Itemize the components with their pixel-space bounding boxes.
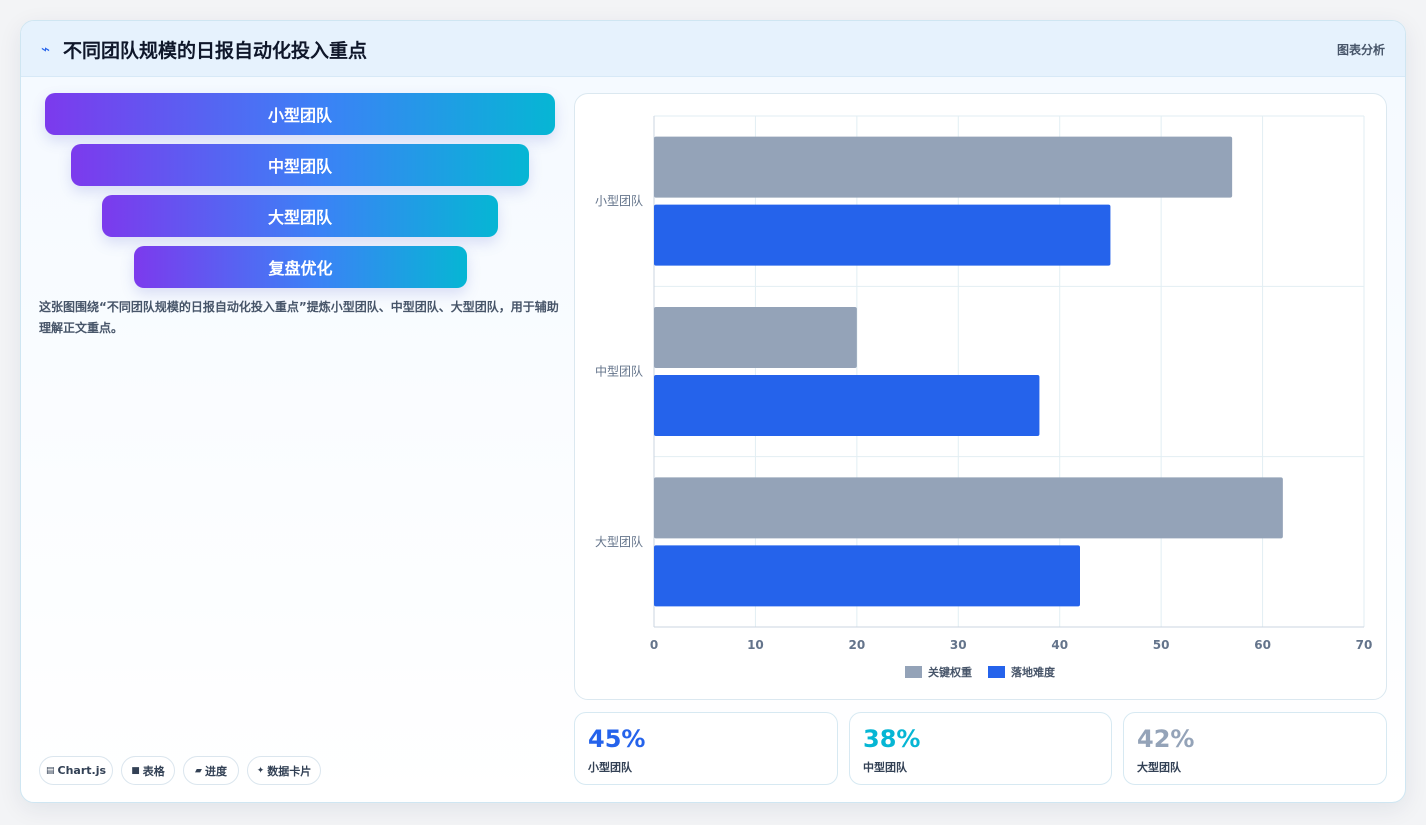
- legend-swatch: [988, 666, 1005, 678]
- chip-label: 数据卡片: [267, 764, 312, 778]
- stat-value: 42%: [1137, 725, 1195, 753]
- funnel-step-large-team[interactable]: 大型团队: [102, 195, 498, 237]
- y-tick-label: 小型团队: [595, 193, 643, 208]
- x-tick-label: 60: [1254, 638, 1271, 652]
- chart-analysis-tag: 图表分析: [1336, 43, 1385, 57]
- chart-panel: 小型团队中型团队大型团队 0 10 20 30 40 50 60 70 关键权重 落地难度: [574, 93, 1387, 700]
- legend-swatch: [905, 666, 922, 678]
- chart-icon: ▤: [45, 765, 55, 776]
- card-header: ⌁ 不同团队规模的日报自动化投入重点 图表分析: [21, 21, 1405, 77]
- bar-difficulty-2: [654, 545, 1080, 607]
- dashboard-card: ⌁ 不同团队规模的日报自动化投入重点 图表分析 小型团队 中型团队 大型团队 复…: [20, 20, 1406, 803]
- x-tick-label: 0: [650, 638, 658, 652]
- x-tick-label: 70: [1356, 638, 1373, 652]
- progress-icon: ▰: [195, 765, 202, 776]
- x-tick-label: 10: [747, 638, 764, 652]
- chip-data-card[interactable]: ✦ 数据卡片: [247, 756, 321, 785]
- chart-description: 这张图围绕“不同团队规模的日报自动化投入重点”提炼小型团队、中型团队、大型团队，…: [39, 300, 559, 335]
- stat-label: 小型团队: [588, 761, 632, 774]
- chip-label: 进度: [204, 764, 227, 778]
- legend-label: 关键权重: [928, 665, 972, 679]
- stat-value: 45%: [588, 725, 646, 753]
- chip-table[interactable]: ■ 表格: [121, 756, 175, 785]
- chip-chartjs[interactable]: ▤ Chart.js: [39, 756, 113, 785]
- chip-progress[interactable]: ▰ 进度: [183, 756, 239, 785]
- stat-label: 中型团队: [863, 761, 907, 774]
- bar-key-weight-2: [654, 477, 1283, 539]
- sparkle-icon: ✦: [256, 765, 265, 776]
- stat-card-small-team: 45% 小型团队: [574, 712, 838, 785]
- chip-label: 表格: [142, 764, 165, 778]
- funnel-step-small-team[interactable]: 小型团队: [45, 93, 555, 135]
- chart-line-icon: ⌁: [41, 40, 51, 58]
- x-tick-label: 30: [950, 638, 967, 652]
- x-tick-label: 50: [1153, 638, 1170, 652]
- stat-label: 大型团队: [1137, 761, 1181, 774]
- legend-label: 落地难度: [1011, 665, 1056, 679]
- table-icon: ■: [131, 765, 140, 776]
- y-tick-label: 中型团队: [595, 364, 643, 379]
- x-tick-label: 20: [849, 638, 866, 652]
- stat-card-large-team: 42% 大型团队: [1123, 712, 1387, 785]
- funnel-step-medium-team[interactable]: 中型团队: [71, 144, 529, 186]
- bar-difficulty-1: [654, 375, 1040, 436]
- stat-value: 38%: [863, 725, 921, 753]
- chip-label: Chart.js: [57, 764, 107, 777]
- bar-key-weight-0: [654, 136, 1233, 198]
- x-tick-label: 40: [1051, 638, 1068, 652]
- bar-key-weight-1: [654, 307, 857, 368]
- page-title: 不同团队规模的日报自动化投入重点: [63, 40, 368, 62]
- stat-card-medium-team: 38% 中型团队: [849, 712, 1112, 785]
- funnel-step-review[interactable]: 复盘优化: [134, 246, 467, 288]
- bar-difficulty-0: [654, 204, 1111, 266]
- y-tick-label: 大型团队: [595, 534, 643, 549]
